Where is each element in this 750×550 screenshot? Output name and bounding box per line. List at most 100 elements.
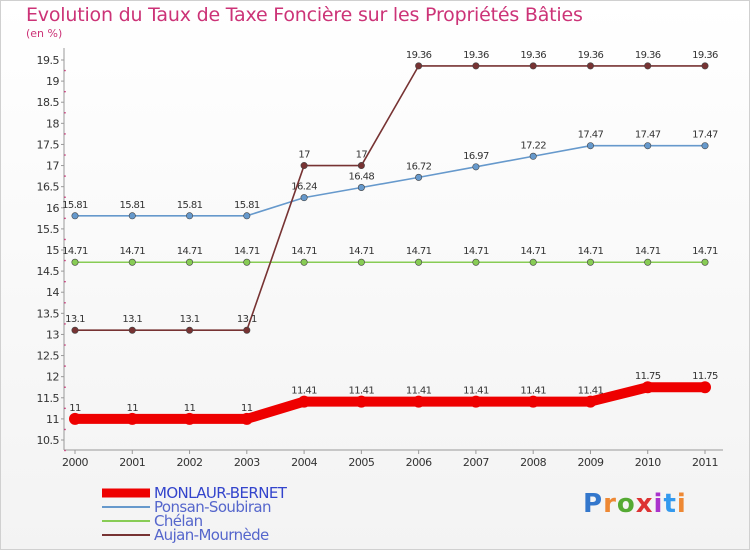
data-label: 16.72 [406, 161, 432, 172]
data-point [183, 412, 196, 425]
data-label: 17 [356, 150, 368, 161]
data-label: 11.41 [463, 386, 489, 397]
data-point [71, 212, 79, 220]
logo-letter: i [676, 489, 687, 519]
proxiti-logo: Proxiti [583, 489, 687, 519]
data-label: 14.71 [62, 246, 88, 257]
series-line [74, 144, 706, 217]
data-point [300, 162, 308, 170]
logo-letter: r [603, 489, 617, 519]
data-point [584, 395, 597, 408]
logo-letter: x [635, 489, 654, 519]
data-label: 19.36 [520, 50, 546, 61]
x-tick-label: 2002 [177, 456, 203, 469]
x-tick-label: 2006 [406, 456, 432, 469]
data-label: 15.81 [177, 200, 203, 211]
y-tick-label: 13 [46, 328, 59, 341]
legend-label: Aujan-Mournède [154, 526, 269, 544]
data-point [529, 152, 537, 160]
y-minor-tick [64, 407, 66, 410]
data-label: 15.81 [62, 200, 88, 211]
y-tick-label: 12.5 [37, 350, 60, 363]
series-line [74, 65, 706, 332]
logo-letter: P [583, 489, 604, 519]
data-label: 14.71 [578, 246, 604, 257]
y-tick-label: 17 [46, 160, 59, 173]
y-unit-label: (en %) [26, 27, 63, 40]
y-minor-tick [64, 386, 66, 389]
data-point [128, 212, 136, 220]
data-point [298, 395, 311, 408]
data-label: 14.71 [692, 246, 718, 257]
y-tick-label: 18 [46, 117, 59, 130]
data-point [355, 395, 368, 408]
data-label: 11.75 [635, 371, 661, 382]
data-point [699, 381, 711, 394]
data-label: 17.47 [692, 130, 718, 141]
x-tick-label: 2001 [119, 456, 145, 469]
y-minor-tick [64, 111, 66, 114]
data-label: 16.97 [463, 151, 489, 162]
data-point [71, 326, 79, 334]
data-label: 19.36 [635, 50, 661, 61]
y-tick-label: 14.5 [37, 265, 60, 278]
y-minor-tick [64, 323, 66, 325]
data-point [357, 258, 365, 266]
data-point [415, 62, 423, 70]
legend-label: MONLAUR-BERNET [154, 484, 288, 502]
data-point [701, 258, 709, 266]
y-minor-tick [64, 133, 66, 135]
data-point [71, 258, 79, 266]
data-label: 16.24 [291, 182, 317, 193]
data-label: 17.47 [635, 130, 661, 141]
data-label: 17.22 [520, 140, 546, 151]
data-point [586, 258, 594, 266]
x-tick-label: 2009 [577, 456, 603, 469]
data-label: 14.71 [520, 246, 546, 257]
data-point [529, 258, 537, 266]
y-tick-label: 19.5 [37, 54, 60, 67]
x-tick-label: 2000 [62, 456, 88, 469]
y-minor-tick [64, 301, 66, 304]
data-point [472, 258, 480, 266]
data-point [415, 258, 423, 266]
data-label: 14.71 [177, 246, 203, 257]
data-label: 11 [241, 403, 253, 414]
data-point [469, 395, 482, 408]
y-minor-tick [64, 154, 66, 156]
data-label: 14.71 [406, 246, 432, 257]
y-minor-tick [64, 175, 66, 177]
data-point [527, 395, 540, 408]
x-tick-label: 2011 [692, 456, 718, 469]
data-point [412, 395, 425, 408]
legend-label: Chélan [154, 512, 203, 530]
data-point [69, 412, 81, 425]
data-label: 17.47 [578, 130, 604, 141]
y-tick-label: 11.5 [37, 392, 60, 405]
data-label: 13.1 [65, 314, 85, 325]
y-minor-tick [64, 449, 66, 452]
y-tick-label: 19 [46, 75, 59, 88]
data-label: 14.71 [635, 246, 661, 257]
data-label: 14.71 [349, 246, 375, 257]
y-tick-label: 12 [46, 371, 59, 384]
data-label: 14.71 [234, 246, 260, 257]
data-label: 11 [127, 403, 139, 414]
data-point [586, 142, 594, 150]
data-label: 11.41 [406, 386, 432, 397]
y-tick-label: 15.5 [37, 223, 60, 236]
chart-title: Evolution du Taux de Taxe Foncière sur l… [26, 4, 583, 26]
data-label: 11.41 [520, 386, 546, 397]
y-tick-label: 18.5 [37, 96, 60, 109]
x-tick-label: 2005 [348, 456, 374, 469]
data-label: 19.36 [463, 50, 489, 61]
data-label: 19.36 [578, 50, 604, 61]
data-point [186, 258, 194, 266]
y-tick-label: 15 [46, 244, 59, 257]
data-label: 13.1 [122, 314, 142, 325]
y-minor-tick [64, 280, 66, 283]
y-minor-tick [64, 69, 66, 72]
data-label: 14.71 [119, 246, 145, 257]
